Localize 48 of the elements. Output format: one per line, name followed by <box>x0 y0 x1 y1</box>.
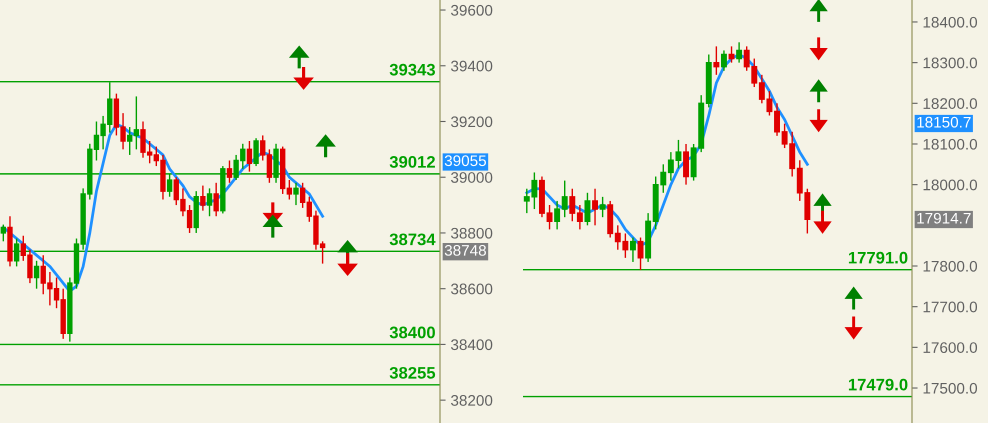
candlestick <box>206 188 212 217</box>
candlestick <box>34 260 40 290</box>
candlestick <box>600 196 606 218</box>
candlestick <box>293 182 299 206</box>
candlestick <box>226 160 232 184</box>
y-tick-label: 17500.0 <box>924 382 978 394</box>
y-tick-label: 39600 <box>451 4 492 16</box>
candlestick <box>200 184 206 212</box>
y-tick-label: 17600.0 <box>924 342 978 354</box>
y-tick-label: 18200.0 <box>924 98 978 109</box>
ref-line-label: 39012 <box>390 156 435 168</box>
text: 17914.7 <box>917 212 971 224</box>
candlestick <box>736 42 742 64</box>
candlestick <box>744 46 750 72</box>
candlestick <box>253 138 259 167</box>
y-tick-label: 38800 <box>451 228 492 239</box>
ref-line-label: 39343 <box>390 64 435 76</box>
ref-line-label: 38255 <box>390 366 436 379</box>
candlestick <box>713 46 720 76</box>
y-tick-label: 17800.0 <box>924 260 978 272</box>
y-tick-label: 38600 <box>451 284 492 294</box>
y-tick-label: 18400.0 <box>924 16 978 28</box>
candlestick <box>630 236 636 263</box>
text: 39055 <box>444 155 486 166</box>
y-tick-label: 18000.0 <box>924 180 978 190</box>
candlestick <box>751 58 758 88</box>
y-tick-label: 18100.0 <box>924 138 978 150</box>
candlestick <box>728 46 734 64</box>
ref-line-label: 38734 <box>390 233 436 246</box>
candlestick <box>638 236 644 271</box>
candlestick <box>213 182 219 217</box>
candlestick <box>584 192 590 226</box>
y-tick-label: 18300.0 <box>924 58 978 68</box>
candlestick <box>246 140 252 172</box>
y-tick-label: 39000 <box>451 172 492 183</box>
candlestick <box>720 50 727 72</box>
y-tick-label: 38400 <box>451 339 492 350</box>
ref-line-label: 17479.0 <box>848 378 908 390</box>
ref-line-label: 17791.0 <box>848 252 908 264</box>
candlestick <box>0 224 6 242</box>
text: 18150.7 <box>917 116 971 128</box>
text: 38748 <box>444 244 486 256</box>
y-tick-label: 39400 <box>451 60 492 72</box>
ref-line-label: 38400 <box>390 326 435 338</box>
candlestick <box>592 188 598 226</box>
y-tick-label: 17700.0 <box>924 302 978 312</box>
y-tick-label: 39200 <box>451 116 492 128</box>
y-tick-label: 38200 <box>451 395 492 406</box>
